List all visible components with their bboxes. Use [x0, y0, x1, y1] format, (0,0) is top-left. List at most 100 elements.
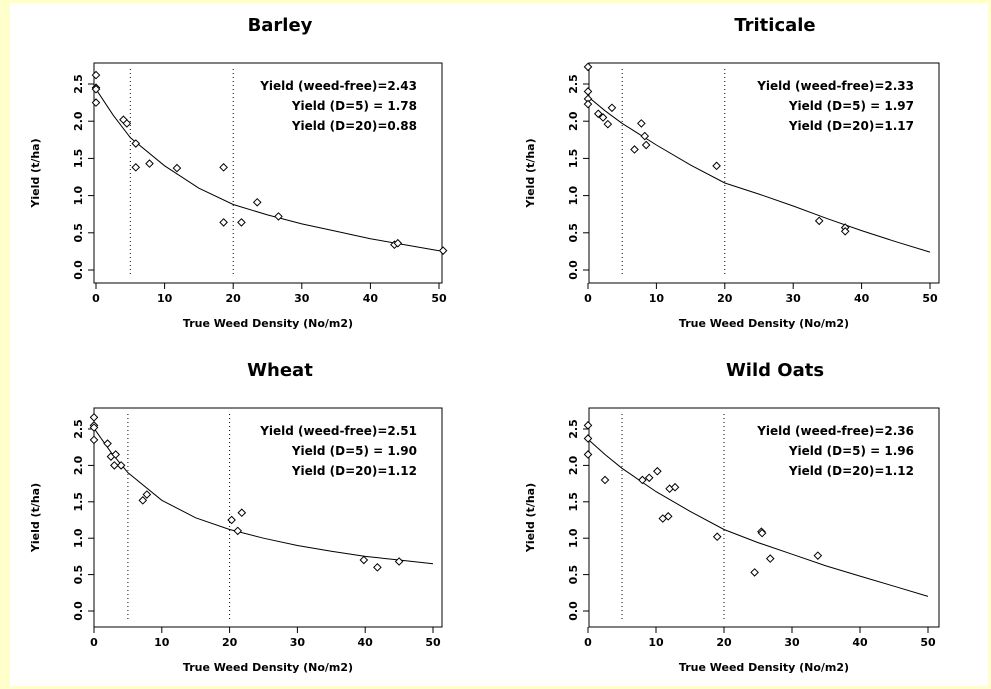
data-point [765, 554, 775, 563]
data-point [172, 163, 182, 173]
y-tick-label: 1.0 [72, 528, 85, 548]
data-point [598, 113, 608, 122]
x-tick-label: 30 [786, 292, 802, 305]
annotation: Yield (D=5) = 1.97 [788, 99, 914, 113]
data-point [91, 98, 101, 107]
x-axis-label: True Weed Density (No/m2) [183, 317, 353, 330]
data-point [219, 163, 228, 172]
y-axis-label: Yield (t/ha) [29, 483, 42, 553]
x-tick-label: 20 [226, 292, 242, 305]
data-point [712, 532, 722, 542]
figure-frame: Barley 0 10 20 30 40 50 0.0 0.5 1.0 1.5 2.0 2.5 True … [10, 3, 988, 686]
x-tick-label: 10 [157, 292, 173, 305]
data-point [237, 508, 247, 518]
annotation: Yield (weed-free)=2.36 [756, 424, 914, 438]
chart-panel-wheat: Wheat 0 10 20 30 40 50 0.0 0.5 1.0 1.5 2.0 2.5 True W… [29, 360, 443, 674]
x-tick-label: 50 [431, 292, 447, 305]
data-point [103, 439, 112, 448]
data-point [583, 99, 593, 109]
annotation: Yield (D=5) = 1.78 [291, 99, 417, 113]
annotation: Yield (D=20)=1.17 [788, 119, 914, 133]
data-point [593, 109, 603, 119]
plot-box [588, 62, 940, 284]
data-point [91, 70, 101, 80]
chart-figure: Barley 0 10 20 30 40 50 0.0 0.5 1.0 1.5 2.0 2.5 True … [29, 15, 940, 674]
panel-title: Barley [248, 15, 313, 36]
data-point [603, 119, 613, 129]
fitted-curve [95, 88, 440, 252]
data-point [89, 435, 99, 445]
annotation: Yield (weed-free)=2.43 [259, 79, 417, 93]
plot-box [93, 407, 443, 628]
x-tick-label: 30 [290, 636, 306, 649]
data-point [583, 62, 593, 72]
x-axis-label: True Weed Density (No/m2) [679, 661, 849, 674]
y-tick-label: 0.0 [567, 601, 580, 621]
y-tick-label: 2.0 [567, 111, 580, 131]
y-tick-label: 1.0 [567, 528, 580, 548]
y-tick-label: 0.5 [567, 223, 580, 243]
x-tick-label: 0 [90, 636, 98, 649]
data-point [600, 475, 610, 485]
data-point [122, 119, 132, 128]
y-tick-label: 2.0 [72, 111, 85, 131]
y-tick-label: 0.5 [72, 565, 85, 585]
data-point [637, 119, 646, 128]
data-point [110, 461, 119, 470]
x-tick-label: 20 [222, 636, 238, 649]
data-point [131, 163, 141, 172]
x-tick-label: 40 [852, 636, 868, 649]
data-point [583, 450, 593, 459]
y-tick-label: 1.5 [72, 149, 85, 169]
y-axis-label: Yield (t/ha) [524, 483, 537, 553]
x-tick-label: 0 [584, 292, 592, 305]
data-point [233, 526, 243, 536]
data-point [252, 197, 262, 207]
x-tick-label: 20 [717, 292, 733, 305]
data-point [670, 482, 680, 492]
data-point [638, 475, 647, 485]
chart-panel-triticale: Triticale 0 10 20 30 40 50 0.0 0.5 1.0 1.5 2.0 2.5 Tr… [524, 15, 940, 330]
x-tick-label: 50 [425, 636, 441, 649]
annotation: Yield (D=20)=1.12 [788, 464, 914, 478]
data-point [274, 212, 283, 221]
data-point [393, 238, 403, 248]
x-tick-label: 0 [92, 292, 100, 305]
x-tick-label: 0 [584, 636, 592, 649]
data-point [89, 413, 99, 422]
annotation: Yield (weed-free)=2.33 [756, 79, 914, 93]
x-tick-label: 50 [920, 636, 936, 649]
y-tick-label: 0.0 [567, 260, 580, 280]
y-tick-label: 0.0 [72, 601, 85, 621]
fitted-curve [93, 428, 434, 565]
y-axis-label: Yield (t/ha) [524, 138, 537, 208]
data-point [91, 84, 101, 94]
data-point [712, 161, 721, 171]
data-point [583, 434, 593, 443]
data-point [750, 568, 759, 577]
y-tick-label: 2.5 [567, 419, 580, 439]
data-point [640, 131, 650, 141]
x-tick-label: 50 [922, 292, 938, 305]
fitted-curve [587, 96, 931, 253]
annotation: Yield (D=5) = 1.96 [788, 444, 914, 458]
y-tick-label: 1.5 [567, 149, 580, 169]
x-tick-label: 40 [358, 636, 374, 649]
fitted-curve [587, 438, 929, 597]
y-tick-label: 1.0 [567, 186, 580, 206]
data-point [227, 515, 236, 525]
data-point [583, 87, 593, 96]
data-point [116, 461, 126, 470]
x-tick-label: 10 [154, 636, 170, 649]
y-tick-label: 1.5 [72, 492, 85, 512]
x-axis-label: True Weed Density (No/m2) [183, 661, 353, 674]
data-point [394, 557, 404, 566]
data-point [644, 473, 654, 483]
data-point [840, 227, 850, 236]
data-point [813, 551, 823, 560]
data-point [219, 218, 228, 227]
data-point [145, 159, 154, 168]
y-tick-label: 2.5 [72, 419, 85, 439]
panel-title: Triticale [734, 15, 815, 36]
panel-title: Wheat [247, 360, 313, 381]
